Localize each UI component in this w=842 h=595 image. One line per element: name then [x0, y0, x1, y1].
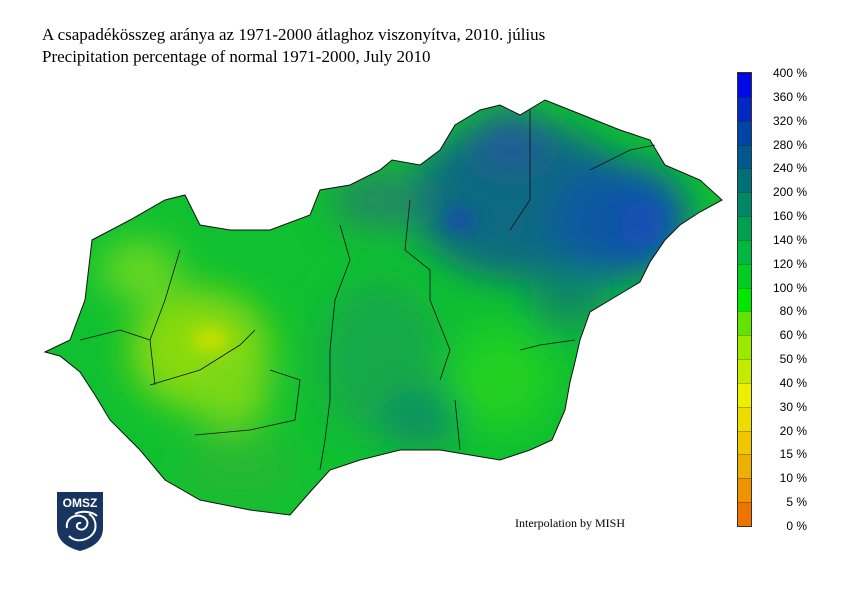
color-scale-label: 40 %: [779, 375, 807, 390]
color-scale-bin: [738, 478, 751, 503]
color-scale-label: 120 %: [772, 256, 807, 271]
wave-icon: [65, 510, 98, 542]
color-scale-label: 5 %: [786, 495, 807, 510]
color-scale-label: 20 %: [779, 423, 807, 438]
color-scale-label: 100 %: [772, 280, 807, 295]
color-scale-bin: [738, 430, 751, 455]
color-scale-label: 80 %: [779, 304, 807, 319]
omsz-logo: OMSZ: [57, 492, 103, 551]
color-scale-label: 10 %: [779, 471, 807, 486]
color-scale-label: 140 %: [772, 232, 807, 247]
color-scale-label: 160 %: [772, 209, 807, 224]
interpolation-credit: Interpolation by MISH: [515, 516, 625, 530]
color-scale-bin: [738, 311, 751, 336]
color-scale-label: 15 %: [779, 447, 807, 462]
color-scale-bin: [738, 502, 751, 526]
color-scale-label: 360 %: [772, 89, 807, 104]
color-scale-bin: [738, 72, 751, 97]
color-scale-label: 0 %: [786, 519, 807, 533]
color-scale-bin: [738, 144, 751, 169]
color-scale-bin: [738, 454, 751, 479]
color-scale-bin: [738, 287, 751, 312]
color-scale-bin: [738, 406, 751, 431]
color-scale-bin: [738, 335, 751, 360]
color-scale-label: 60 %: [779, 328, 807, 343]
logo-text: OMSZ: [63, 496, 98, 510]
color-scale-label: 320 %: [772, 113, 807, 128]
color-scale-label: 200 %: [772, 185, 807, 200]
color-scale-label: 30 %: [779, 399, 807, 414]
title-hungarian: A csapadékösszeg aránya az 1971-2000 átl…: [42, 25, 546, 44]
color-scale-bin: [738, 120, 751, 145]
color-scale-label: 50 %: [779, 352, 807, 367]
color-scale-label: 280 %: [772, 137, 807, 152]
color-scale-bar: [737, 72, 752, 527]
color-scale-label: 240 %: [772, 161, 807, 176]
color-scale-bin: [738, 263, 751, 288]
color-scale-bin: [738, 192, 751, 217]
color-scale-bin: [738, 216, 751, 240]
color-scale-bin: [738, 96, 751, 121]
color-scale-bin: [738, 239, 751, 264]
county-borders: [79, 110, 656, 471]
color-scale-label: 400 %: [772, 66, 807, 80]
title-english: Precipitation percentage of normal 1971-…: [42, 47, 431, 66]
color-scale-bin: [738, 168, 751, 193]
color-scale-bin: [738, 359, 751, 383]
color-scale-bin: [738, 382, 751, 407]
